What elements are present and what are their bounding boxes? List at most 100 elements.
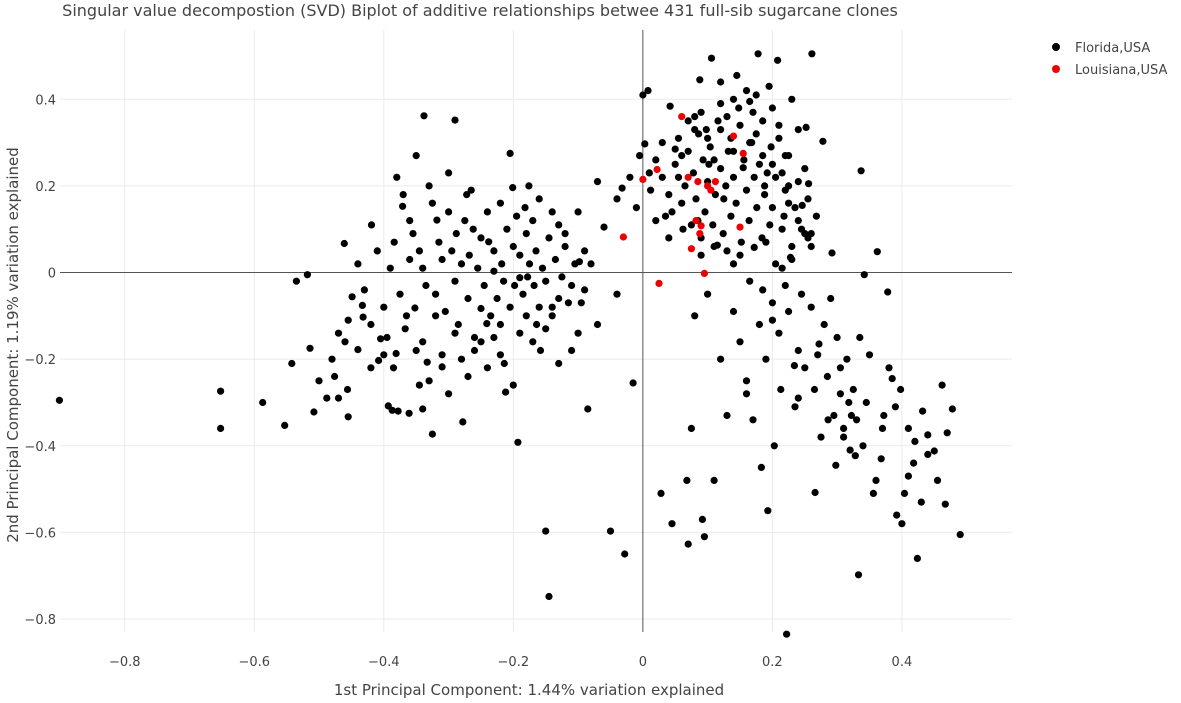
data-point-florida[interactable] (571, 260, 579, 268)
data-point-florida[interactable] (761, 182, 769, 190)
data-point-florida[interactable] (626, 173, 634, 181)
data-point-florida[interactable] (719, 230, 727, 238)
data-point-florida[interactable] (380, 303, 388, 311)
data-point-florida[interactable] (701, 208, 709, 216)
data-point-florida[interactable] (496, 199, 504, 207)
data-point-florida[interactable] (798, 201, 806, 209)
data-point-florida[interactable] (445, 208, 453, 216)
data-point-louisiana[interactable] (653, 165, 661, 174)
data-point-florida[interactable] (737, 238, 745, 246)
data-point-florida[interactable] (885, 364, 893, 372)
data-point-florida[interactable] (388, 406, 396, 414)
data-point-florida[interactable] (343, 385, 352, 394)
data-point-florida[interactable] (358, 301, 366, 309)
data-point-florida[interactable] (691, 113, 699, 121)
data-point-florida[interactable] (463, 191, 471, 199)
legend-item-florida[interactable]: Florida,USA (1052, 41, 1150, 56)
data-point-florida[interactable] (900, 489, 909, 497)
data-point-florida[interactable] (943, 429, 951, 437)
data-point-florida[interactable] (493, 294, 501, 303)
data-point-florida[interactable] (510, 281, 519, 290)
data-point-florida[interactable] (423, 358, 431, 366)
data-point-florida[interactable] (704, 290, 712, 298)
data-point-florida[interactable] (522, 230, 530, 238)
data-point-florida[interactable] (587, 260, 595, 268)
data-point-florida[interactable] (555, 294, 563, 303)
data-point-florida[interactable] (689, 169, 698, 177)
data-point-florida[interactable] (691, 126, 699, 134)
data-point-florida[interactable] (740, 156, 748, 164)
data-point-florida[interactable] (815, 340, 823, 348)
data-point-florida[interactable] (548, 208, 556, 216)
data-point-florida[interactable] (707, 54, 716, 62)
data-point-florida[interactable] (509, 242, 517, 251)
data-point-florida[interactable] (483, 320, 491, 328)
data-point-louisiana[interactable] (697, 222, 705, 230)
data-point-florida[interactable] (568, 281, 576, 290)
data-point-florida[interactable] (532, 247, 540, 255)
data-point-florida[interactable] (919, 407, 927, 415)
data-point-florida[interactable] (801, 364, 809, 372)
data-point-florida[interactable] (742, 87, 751, 95)
data-point-florida[interactable] (759, 117, 767, 125)
data-point-florida[interactable] (641, 140, 649, 148)
data-point-florida[interactable] (774, 56, 782, 64)
data-point-florida[interactable] (717, 165, 725, 173)
data-point-florida[interactable] (581, 247, 589, 255)
data-point-florida[interactable] (315, 377, 323, 385)
data-point-florida[interactable] (406, 255, 414, 264)
data-point-florida[interactable] (913, 554, 922, 563)
data-point-florida[interactable] (464, 294, 472, 303)
data-point-florida[interactable] (742, 186, 751, 194)
data-point-florida[interactable] (621, 550, 629, 558)
data-point-florida[interactable] (723, 113, 731, 121)
data-point-florida[interactable] (606, 527, 615, 535)
data-point-florida[interactable] (775, 121, 783, 129)
data-point-florida[interactable] (790, 362, 799, 370)
data-point-florida[interactable] (584, 405, 592, 413)
data-point-florida[interactable] (778, 169, 786, 177)
data-point-florida[interactable] (412, 346, 420, 355)
data-point-florida[interactable] (639, 91, 647, 99)
data-point-florida[interactable] (757, 463, 766, 471)
data-point-florida[interactable] (658, 139, 666, 147)
data-point-florida[interactable] (668, 520, 676, 528)
data-point-florida[interactable] (904, 424, 913, 432)
data-point-florida[interactable] (768, 316, 777, 324)
data-point-florida[interactable] (893, 511, 901, 519)
data-point-louisiana[interactable] (619, 233, 628, 241)
data-point-florida[interactable] (674, 173, 683, 181)
data-point-florida[interactable] (768, 204, 777, 212)
data-point-louisiana[interactable] (696, 230, 704, 238)
data-point-florida[interactable] (888, 375, 896, 383)
data-point-florida[interactable] (334, 394, 343, 402)
data-point-florida[interactable] (684, 540, 692, 548)
data-point-florida[interactable] (568, 346, 576, 355)
data-point-florida[interactable] (613, 290, 621, 298)
data-point-florida[interactable] (884, 288, 892, 296)
data-point-florida[interactable] (652, 156, 660, 164)
data-point-florida[interactable] (674, 134, 683, 142)
data-point-florida[interactable] (904, 472, 913, 480)
data-point-florida[interactable] (684, 147, 692, 155)
data-point-florida[interactable] (924, 450, 932, 458)
data-point-florida[interactable] (808, 50, 816, 58)
data-point-florida[interactable] (788, 95, 796, 103)
data-point-florida[interactable] (470, 333, 479, 342)
data-point-florida[interactable] (524, 273, 532, 281)
data-point-florida[interactable] (714, 117, 722, 125)
data-point-florida[interactable] (259, 398, 267, 407)
data-point-florida[interactable] (820, 320, 828, 329)
data-point-louisiana[interactable] (639, 175, 647, 183)
data-point-florida[interactable] (581, 286, 589, 294)
data-point-florida[interactable] (759, 152, 767, 160)
data-point-florida[interactable] (681, 182, 689, 190)
data-point-florida[interactable] (502, 388, 510, 396)
data-point-florida[interactable] (717, 100, 725, 108)
data-point-florida[interactable] (425, 182, 433, 190)
data-point-florida[interactable] (814, 351, 822, 359)
data-point-louisiana[interactable] (655, 279, 663, 287)
data-point-louisiana[interactable] (687, 245, 696, 253)
data-point-florida[interactable] (545, 234, 553, 242)
data-point-florida[interactable] (750, 173, 758, 181)
